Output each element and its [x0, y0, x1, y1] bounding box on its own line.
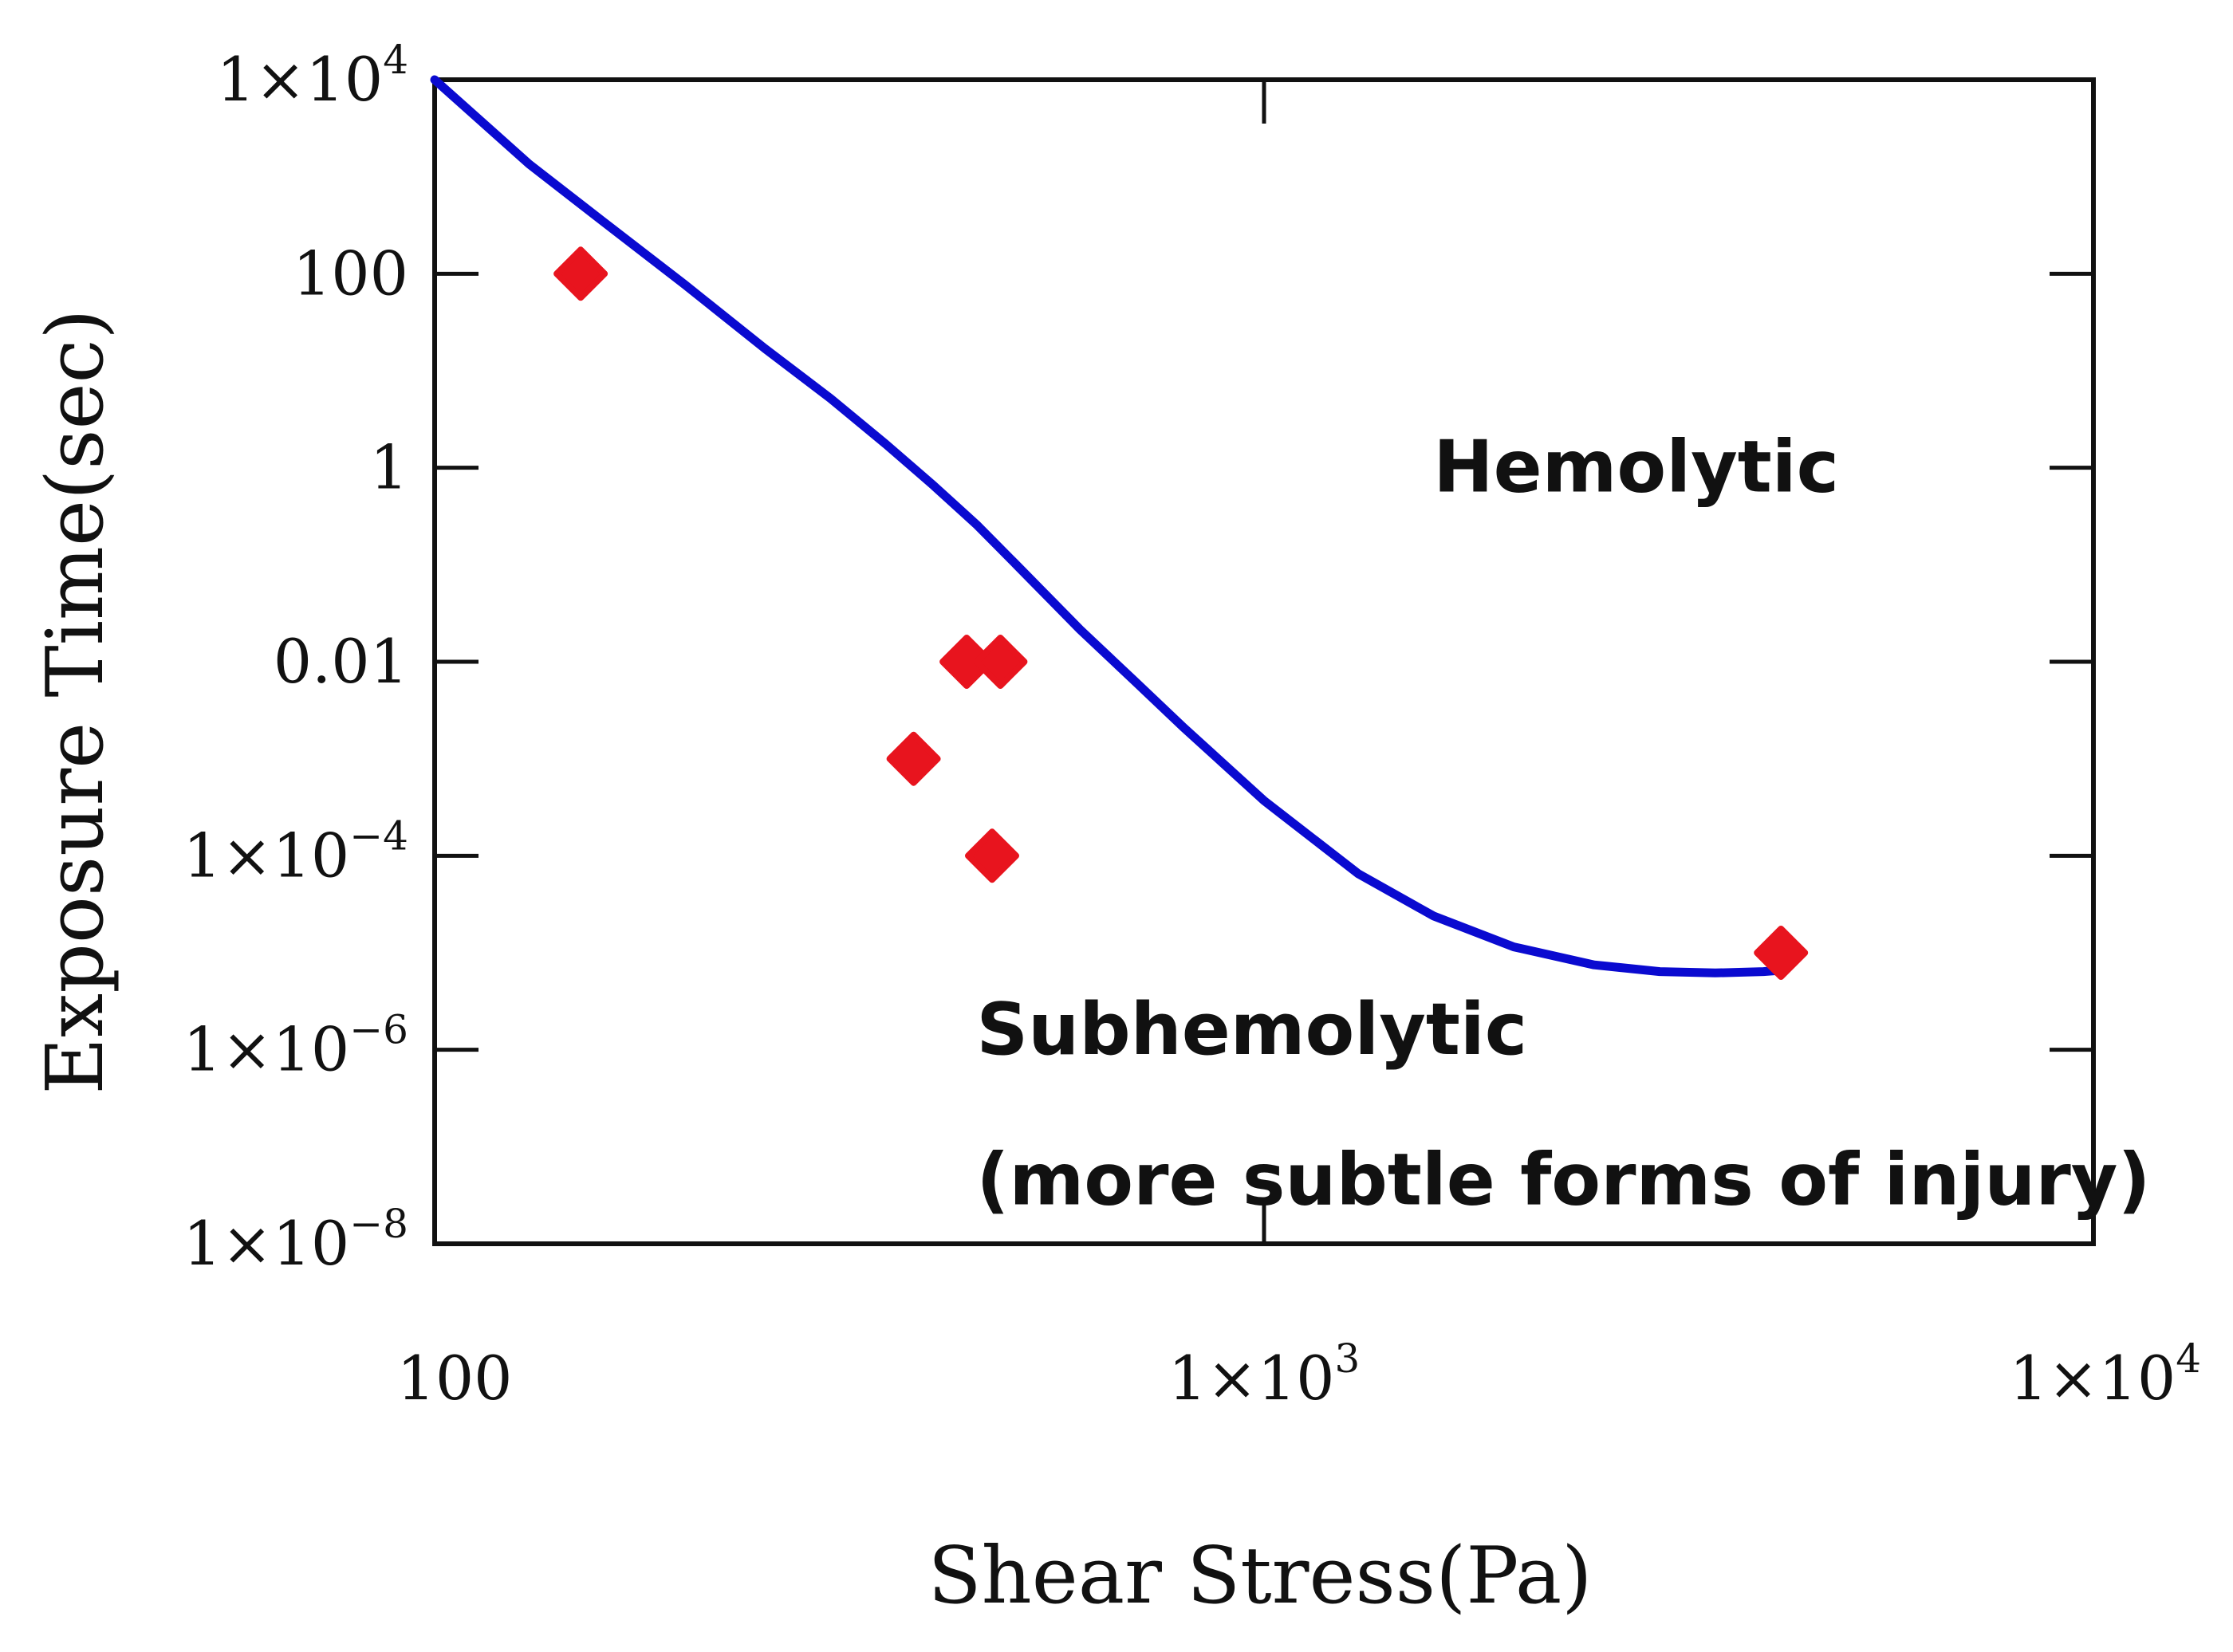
y-tick-label-4: 1×10−4 — [183, 812, 408, 891]
y-axis-title: Exposure Time(sec) — [30, 309, 121, 1094]
y-tick-label-6: 1×10−8 — [183, 1201, 408, 1279]
x-tick-label-0: 100 — [396, 1343, 512, 1414]
y-tick-label-0: 1×104 — [216, 37, 408, 115]
y-tick-label-5: 1×10−6 — [183, 1007, 408, 1085]
x-axis-title: Shear Stress(Pa) — [927, 1531, 1592, 1622]
data-point-4 — [965, 828, 1019, 883]
data-point-0 — [553, 246, 608, 301]
y-tick-labels: 1×104 100 1 0.01 1×10−4 1×10−6 1×10−8 — [183, 37, 408, 1279]
threshold-curve — [430, 75, 1786, 977]
hemolytic-label: Hemolytic — [1433, 426, 1839, 509]
y-tick-label-3: 0.01 — [274, 626, 408, 697]
data-point-5 — [1754, 926, 1809, 980]
x-tick-labels: 100 1×103 1×104 — [396, 1335, 2201, 1414]
x-tick-label-2: 1×104 — [2009, 1335, 2201, 1414]
data-point-2 — [973, 635, 1028, 689]
series-layer — [430, 75, 1809, 980]
region-labels: Hemolytic Subhemolytic (more subtle forms … — [976, 426, 2150, 1222]
data-point-3 — [886, 731, 941, 786]
subhemolytic-sublabel: (more subtle forms of injury) — [976, 1139, 2150, 1222]
axis-ticks — [432, 77, 2096, 1246]
y-tick-label-2: 1 — [370, 432, 408, 503]
x-tick-label-1: 1×103 — [1168, 1335, 1361, 1414]
y-tick-label-1: 100 — [293, 238, 408, 309]
subhemolytic-label: Subhemolytic — [976, 988, 1527, 1072]
